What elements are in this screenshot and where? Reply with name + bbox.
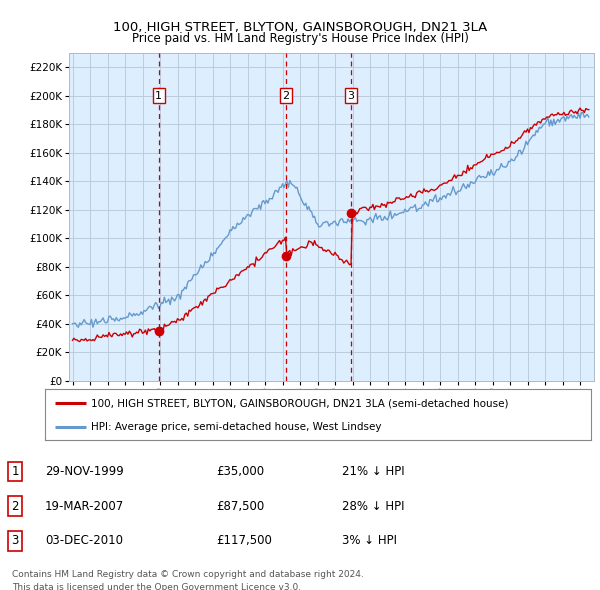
Text: 3: 3	[11, 535, 19, 548]
Text: 29-NOV-1999: 29-NOV-1999	[45, 465, 124, 478]
Text: 2: 2	[283, 91, 290, 101]
Text: 1: 1	[11, 465, 19, 478]
Text: Contains HM Land Registry data © Crown copyright and database right 2024.: Contains HM Land Registry data © Crown c…	[12, 570, 364, 579]
Text: 3: 3	[347, 91, 355, 101]
Text: Price paid vs. HM Land Registry's House Price Index (HPI): Price paid vs. HM Land Registry's House …	[131, 32, 469, 45]
Text: £87,500: £87,500	[216, 500, 264, 513]
Text: 100, HIGH STREET, BLYTON, GAINSBOROUGH, DN21 3LA: 100, HIGH STREET, BLYTON, GAINSBOROUGH, …	[113, 21, 487, 34]
Text: £35,000: £35,000	[216, 465, 264, 478]
Text: 19-MAR-2007: 19-MAR-2007	[45, 500, 124, 513]
Text: £117,500: £117,500	[216, 535, 272, 548]
Text: 3% ↓ HPI: 3% ↓ HPI	[342, 535, 397, 548]
Text: 03-DEC-2010: 03-DEC-2010	[45, 535, 123, 548]
Text: 2: 2	[11, 500, 19, 513]
Text: This data is licensed under the Open Government Licence v3.0.: This data is licensed under the Open Gov…	[12, 583, 301, 590]
Text: 100, HIGH STREET, BLYTON, GAINSBOROUGH, DN21 3LA (semi-detached house): 100, HIGH STREET, BLYTON, GAINSBOROUGH, …	[91, 398, 509, 408]
Text: 21% ↓ HPI: 21% ↓ HPI	[342, 465, 404, 478]
Text: 28% ↓ HPI: 28% ↓ HPI	[342, 500, 404, 513]
Text: 1: 1	[155, 91, 162, 101]
Text: HPI: Average price, semi-detached house, West Lindsey: HPI: Average price, semi-detached house,…	[91, 422, 382, 432]
